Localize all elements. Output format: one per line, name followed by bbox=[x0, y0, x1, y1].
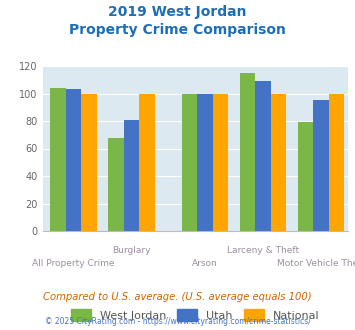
Text: Larceny & Theft: Larceny & Theft bbox=[227, 246, 299, 255]
Bar bbox=[313, 100, 329, 231]
Bar bbox=[139, 93, 155, 231]
Text: Burglary: Burglary bbox=[112, 246, 151, 255]
Bar bbox=[240, 73, 255, 231]
Bar bbox=[271, 93, 286, 231]
Text: 2019 West Jordan: 2019 West Jordan bbox=[108, 5, 247, 19]
Text: All Property Crime: All Property Crime bbox=[32, 259, 115, 268]
Text: Arson: Arson bbox=[192, 259, 218, 268]
Bar bbox=[182, 93, 197, 231]
Bar bbox=[66, 89, 81, 231]
Bar bbox=[124, 120, 139, 231]
Bar bbox=[329, 93, 344, 231]
Bar bbox=[108, 138, 124, 231]
Text: Motor Vehicle Theft: Motor Vehicle Theft bbox=[277, 259, 355, 268]
Bar bbox=[50, 88, 66, 231]
Bar bbox=[213, 93, 228, 231]
Bar bbox=[81, 93, 97, 231]
Text: Compared to U.S. average. (U.S. average equals 100): Compared to U.S. average. (U.S. average … bbox=[43, 292, 312, 302]
Legend: West Jordan, Utah, National: West Jordan, Utah, National bbox=[68, 306, 323, 324]
Text: Property Crime Comparison: Property Crime Comparison bbox=[69, 23, 286, 37]
Bar bbox=[297, 122, 313, 231]
Text: © 2025 CityRating.com - https://www.cityrating.com/crime-statistics/: © 2025 CityRating.com - https://www.city… bbox=[45, 317, 310, 326]
Bar bbox=[197, 93, 213, 231]
Bar bbox=[255, 81, 271, 231]
